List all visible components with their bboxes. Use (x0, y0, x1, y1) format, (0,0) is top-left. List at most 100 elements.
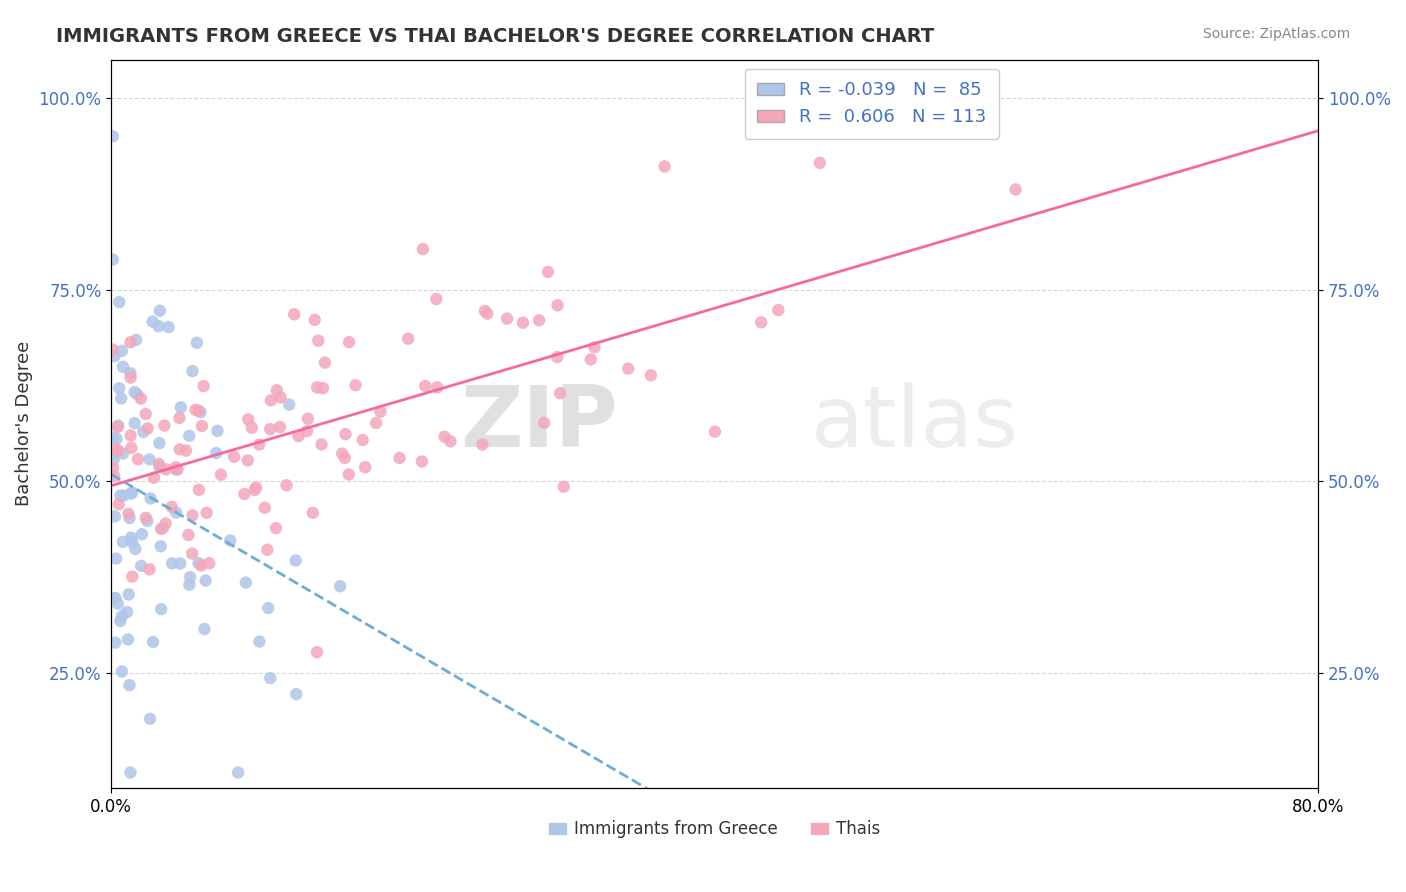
Point (101, 447, 124, 461)
Point (120, 486, 142, 500)
Point (583, 340, 606, 354)
Point (808, 156, 831, 170)
Point (190, 558, 212, 573)
Point (295, 424, 318, 438)
Point (187, 556, 209, 570)
Point (388, 450, 411, 465)
Point (198, 556, 221, 570)
Point (108, 381, 131, 395)
Point (120, 765, 142, 780)
Point (179, 578, 201, 592)
Point (547, 298, 569, 312)
Point (297, 411, 319, 425)
Point (152, 521, 174, 535)
Point (311, 437, 333, 451)
Point (118, 678, 141, 692)
Text: atlas: atlas (811, 382, 1019, 466)
Point (135, 407, 157, 421)
Point (257, 601, 280, 615)
Point (165, 506, 187, 520)
Point (617, 361, 640, 376)
Point (118, 511, 141, 525)
Point (142, 470, 165, 484)
Point (129, 558, 152, 573)
Point (304, 313, 326, 327)
Point (233, 487, 256, 501)
Point (337, 335, 360, 350)
Point (259, 422, 281, 436)
Point (236, 453, 259, 467)
Point (132, 425, 155, 439)
Point (127, 387, 149, 401)
Point (512, 316, 534, 330)
Point (174, 443, 197, 458)
Point (548, 386, 571, 401)
Point (270, 391, 292, 405)
Point (703, 425, 725, 439)
Point (117, 507, 139, 521)
Point (337, 467, 360, 482)
Point (169, 410, 191, 425)
Point (224, 450, 246, 464)
Point (104, 509, 127, 524)
Point (335, 427, 357, 442)
Point (654, 160, 676, 174)
Point (111, 359, 134, 374)
Point (193, 379, 215, 393)
Point (253, 500, 276, 515)
Point (112, 488, 135, 502)
Point (283, 307, 305, 321)
Point (111, 665, 134, 679)
Point (105, 420, 128, 434)
Point (124, 385, 146, 400)
Point (120, 441, 142, 455)
Point (149, 539, 172, 553)
Point (120, 531, 142, 545)
Point (166, 462, 188, 476)
Point (205, 446, 228, 460)
Point (181, 547, 204, 561)
Point (471, 437, 494, 451)
Point (120, 366, 142, 380)
Point (103, 452, 125, 467)
Point (135, 511, 157, 525)
Point (187, 403, 209, 417)
Point (187, 483, 209, 497)
Point (329, 579, 352, 593)
Point (226, 765, 249, 780)
Point (425, 292, 447, 306)
Point (138, 452, 160, 467)
Point (120, 370, 142, 384)
Point (179, 429, 201, 443)
Point (193, 622, 215, 636)
Point (330, 447, 353, 461)
Point (235, 575, 257, 590)
Point (150, 522, 173, 536)
Point (129, 392, 152, 406)
Point (396, 332, 419, 346)
Point (155, 516, 177, 531)
Point (264, 521, 287, 535)
Point (496, 311, 519, 326)
Point (121, 535, 143, 549)
Point (170, 401, 193, 415)
Point (160, 500, 183, 514)
Point (105, 551, 128, 566)
Point (121, 569, 143, 583)
Point (157, 320, 180, 334)
Point (240, 421, 263, 435)
Point (352, 433, 374, 447)
Point (307, 380, 329, 394)
Point (307, 334, 329, 348)
Point (426, 380, 449, 394)
Point (117, 632, 139, 647)
Point (768, 303, 790, 318)
Point (269, 420, 291, 434)
Point (194, 574, 217, 588)
Point (238, 412, 260, 426)
Point (111, 535, 134, 549)
Point (344, 378, 367, 392)
Point (285, 687, 308, 701)
Point (131, 527, 153, 541)
Point (533, 416, 555, 430)
